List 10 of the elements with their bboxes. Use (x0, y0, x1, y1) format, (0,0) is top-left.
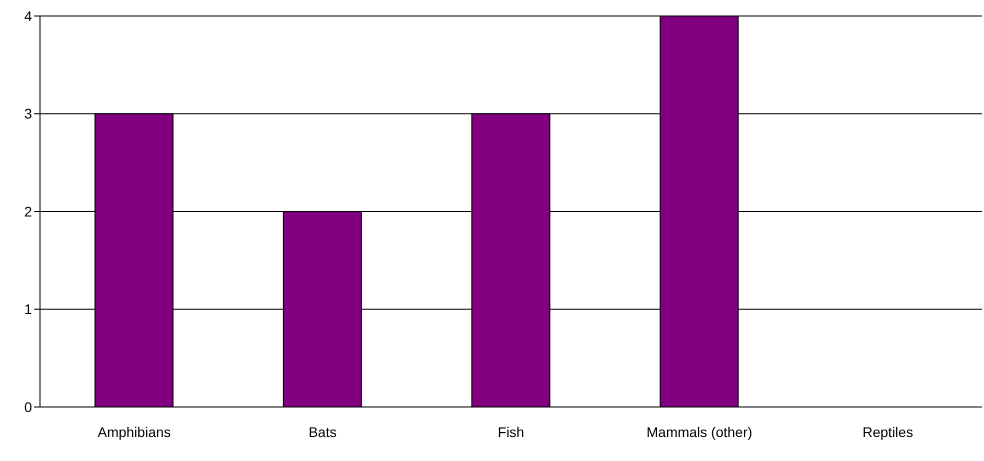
x-tick-label: Bats (308, 424, 337, 440)
y-tick-label: 3 (24, 106, 32, 122)
y-tick-label: 2 (24, 203, 32, 220)
x-tick-label: Mammals (other) (646, 424, 752, 440)
y-tick-label: 4 (24, 8, 32, 24)
x-tick-label: Amphibians (98, 424, 171, 440)
x-tick-label: Reptiles (862, 424, 914, 440)
x-tick-label: Fish (498, 424, 524, 440)
y-tick-label: 1 (24, 301, 32, 318)
y-tick-label: 0 (24, 398, 32, 415)
